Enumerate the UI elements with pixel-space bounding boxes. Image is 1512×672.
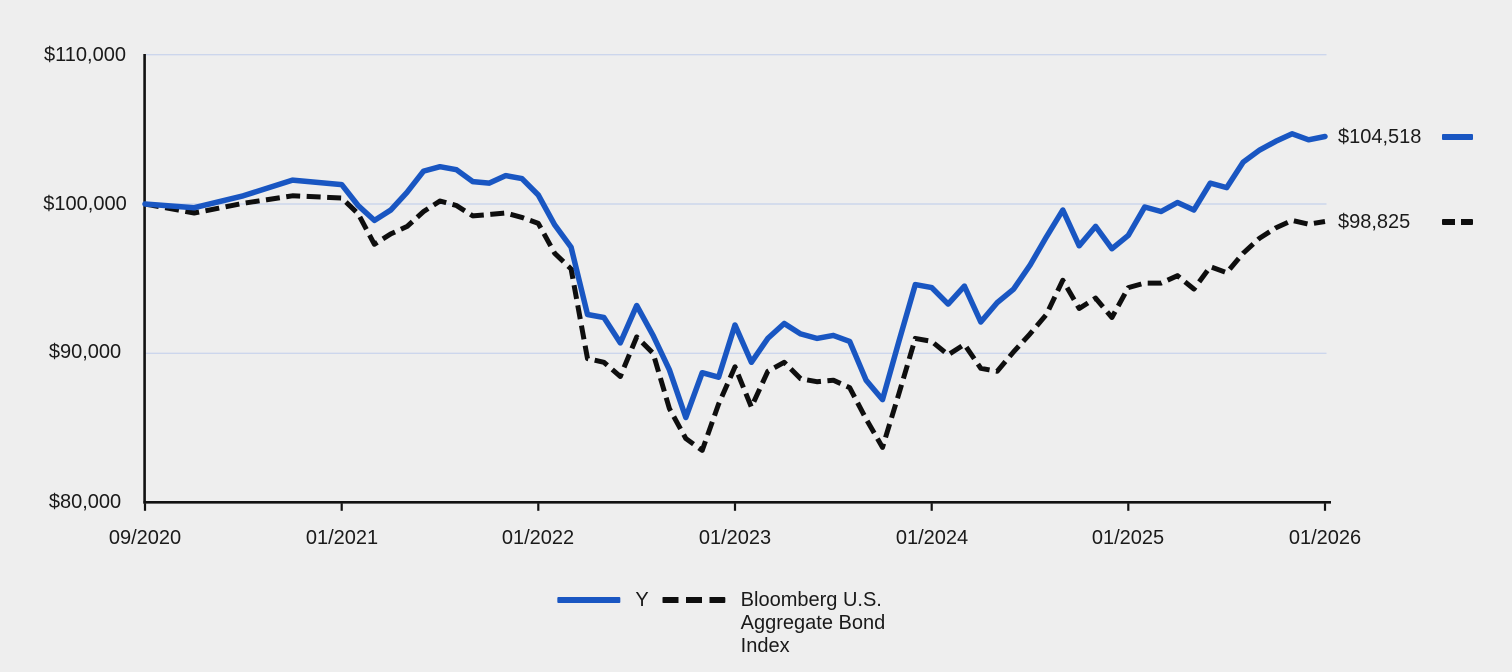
series-line-y — [142, 131, 1328, 421]
legend: Y Bloomberg U.S. Aggregate Bond Index — [557, 589, 912, 658]
y-tick-label-100000: $100,000 — [43, 193, 127, 215]
x-tick-label-01-2023: 01/2023 — [698, 527, 772, 549]
x-tick-label-01-2025: 01/2025 — [1091, 527, 1165, 549]
legend-benchmark-label: Bloomberg U.S. Aggregate Bond Index — [740, 589, 886, 657]
legend-benchmark-line-swatch-icon — [662, 597, 726, 603]
legend-item-y: Y — [557, 589, 649, 612]
series-y-line-swatch-icon — [1442, 134, 1473, 140]
x-tick-label-09-2020: 09/2020 — [108, 527, 182, 549]
y-tick-label-80000: $80,000 — [48, 491, 122, 513]
legend-item-benchmark: Bloomberg U.S. Aggregate Bond Index — [662, 589, 913, 658]
y-tick-label-110000: $110,000 — [44, 44, 126, 66]
series-y-end-value-label: $104,518 — [1338, 126, 1422, 148]
series-benchmark-line-swatch-icon — [1442, 219, 1473, 225]
x-tick-label-01-2021: 01/2021 — [305, 527, 379, 549]
y-tick-label-90000: $90,000 — [48, 341, 122, 363]
legend-y-label: Y — [635, 589, 649, 611]
x-tick-label-01-2024: 01/2024 — [895, 527, 969, 549]
legend-y-line-swatch-icon — [557, 597, 621, 603]
x-tick-label-01-2022: 01/2022 — [501, 527, 575, 549]
series-line-benchmark — [144, 193, 1326, 453]
x-tick-label-01-2026: 01/2026 — [1288, 527, 1362, 549]
series-benchmark-end-value-label: $98,825 — [1338, 211, 1411, 233]
